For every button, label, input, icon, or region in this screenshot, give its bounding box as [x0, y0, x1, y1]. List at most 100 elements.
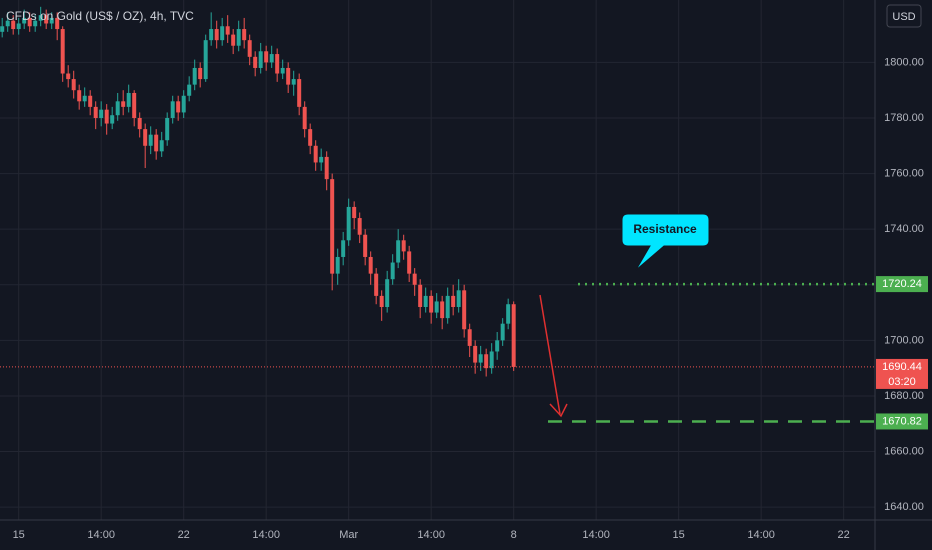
price-label-bg — [876, 358, 928, 389]
candle-body — [407, 251, 412, 274]
candle-body — [357, 218, 362, 235]
candle-body — [148, 134, 153, 146]
candle-body — [104, 109, 109, 124]
currency-button[interactable] — [886, 4, 922, 28]
candle-body — [346, 206, 351, 241]
candle-body — [478, 354, 483, 363]
price-label: 1670.82 — [882, 415, 922, 427]
candle-body — [275, 54, 280, 74]
candle-body — [11, 20, 16, 30]
x-tick-label: 15 — [13, 529, 25, 541]
countdown: 03:20 — [888, 376, 916, 388]
y-tick-label: 1800.00 — [884, 56, 924, 68]
price-label: 1720.24 — [882, 278, 922, 290]
candle-body — [473, 345, 478, 363]
candle-body — [225, 26, 230, 35]
candle-body — [374, 273, 379, 296]
candle-body — [110, 115, 115, 124]
candle-body — [467, 329, 472, 346]
candle-body — [99, 109, 104, 118]
y-tick-label: 1700.00 — [884, 334, 924, 346]
candle-body — [286, 67, 291, 85]
candle-body — [313, 145, 318, 163]
candle-body — [33, 20, 38, 27]
candle-body — [137, 117, 142, 130]
candle-body — [27, 17, 32, 27]
candle-body — [38, 15, 43, 21]
candle-body — [132, 92, 137, 118]
candle-body — [319, 156, 324, 163]
candle-body — [379, 295, 384, 308]
candle-body — [115, 101, 120, 116]
candle-body — [253, 56, 258, 68]
candle-body — [176, 101, 181, 113]
x-tick-label: 22 — [178, 529, 190, 541]
candle-body — [484, 354, 489, 369]
arrow — [539, 294, 561, 415]
x-tick-label: 14:00 — [417, 529, 445, 541]
candle-body — [440, 301, 445, 319]
candle-body — [297, 79, 302, 107]
arrow-head — [549, 403, 568, 418]
x-tick-label: 22 — [838, 529, 850, 541]
candle-body — [489, 351, 494, 369]
candle-body — [412, 273, 417, 285]
candle-body — [93, 106, 98, 118]
candle-body — [291, 79, 296, 85]
candle-body — [231, 34, 236, 46]
candle-body — [5, 20, 10, 27]
candle-body — [242, 29, 247, 41]
y-tick-label: 1680.00 — [884, 390, 924, 402]
x-tick-label: Mar — [339, 529, 358, 541]
candle-body — [71, 79, 76, 91]
annotation: Resistance — [633, 222, 697, 236]
candle-body — [302, 106, 307, 130]
candle-body — [330, 179, 335, 274]
candle-body — [49, 17, 54, 24]
candle-body — [143, 129, 148, 146]
candle-body — [269, 54, 274, 63]
candle-body — [495, 340, 500, 352]
x-tick-label: 14:00 — [747, 529, 775, 541]
x-tick-label: 14:00 — [87, 529, 115, 541]
y-tick-label: 1780.00 — [884, 112, 924, 124]
candle-body — [192, 67, 197, 85]
y-tick-label: 1640.00 — [884, 501, 924, 513]
candle-body — [236, 29, 241, 46]
candle-body — [16, 23, 21, 30]
candle-body — [170, 101, 175, 118]
candle-body — [368, 256, 373, 274]
candle-body — [264, 51, 269, 63]
candle-body — [0, 26, 5, 32]
price-label-bg — [876, 276, 928, 293]
candle-body — [511, 304, 516, 367]
candle-body — [434, 301, 439, 313]
candle-body — [247, 40, 252, 57]
candle-body — [209, 29, 214, 41]
candle-body — [198, 67, 203, 80]
currency[interactable]: USD — [892, 11, 915, 23]
price-label: 1690.44 — [882, 361, 922, 373]
candle-body — [385, 279, 390, 308]
y-tick-label: 1740.00 — [884, 223, 924, 235]
candle-body — [418, 284, 423, 308]
candle-body — [88, 95, 93, 107]
candle-body — [401, 240, 406, 252]
candle-body — [335, 256, 340, 274]
candle-body — [445, 295, 450, 319]
candle-body — [22, 17, 27, 24]
candle-body — [390, 262, 395, 280]
candle-body — [121, 101, 126, 107]
candle-body — [451, 295, 456, 308]
candle-body — [159, 140, 164, 152]
candle-body — [220, 26, 225, 41]
candle-body — [363, 234, 368, 257]
x-tick-label: 14:00 — [582, 529, 610, 541]
price-label-bg — [876, 413, 928, 430]
candle-body — [44, 15, 49, 24]
candle-body — [181, 95, 186, 113]
candle-body — [341, 240, 346, 257]
x-tick-label: 8 — [511, 529, 517, 541]
